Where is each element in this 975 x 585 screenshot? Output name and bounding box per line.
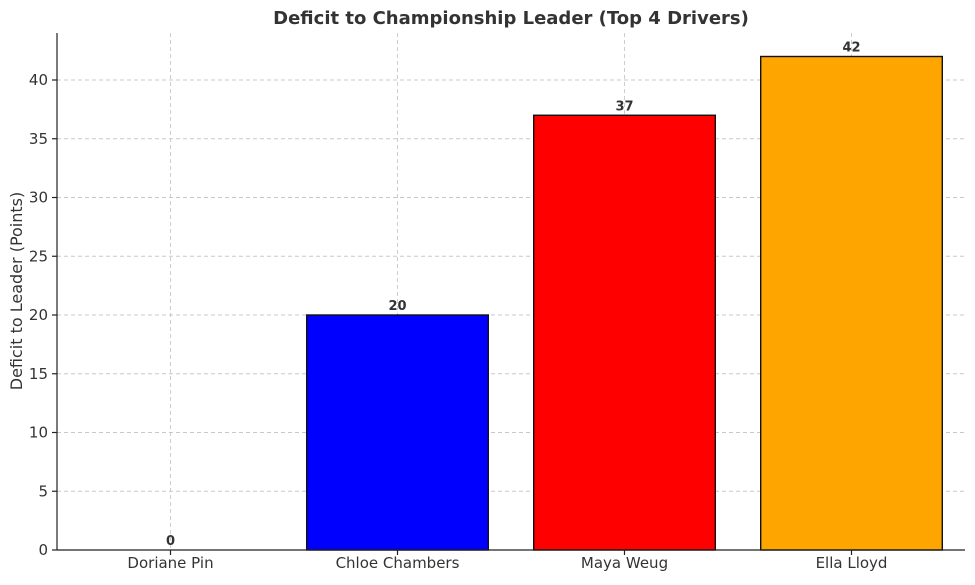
bars-layer xyxy=(306,55,944,551)
y-tick-label: 30 xyxy=(29,189,48,207)
y-tick-label: 15 xyxy=(29,365,48,383)
y-axis-label: Deficit to Leader (Points) xyxy=(7,192,26,390)
y-tick-label: 35 xyxy=(29,130,48,148)
y-tick-label: 40 xyxy=(29,71,48,89)
ticks-layer: 0 5 10 15 20 25 30 35 40 Doriane Pin Chloe Chamber… xyxy=(29,71,888,572)
data-label: 37 xyxy=(615,99,633,114)
x-tick-label: Ella Lloyd xyxy=(816,554,888,572)
y-tick-label: 0 xyxy=(38,541,48,559)
bar-maya-weug xyxy=(533,114,717,551)
data-label: 0 xyxy=(166,534,175,549)
x-tick-label: Maya Weug xyxy=(581,554,668,572)
bar-chloe-chambers xyxy=(306,314,490,551)
x-tick-label: Doriane Pin xyxy=(127,554,213,572)
bar-ella-lloyd xyxy=(760,55,944,551)
y-tick-label: 20 xyxy=(29,306,48,324)
y-tick-label: 5 xyxy=(38,482,48,500)
y-tick-label: 10 xyxy=(29,424,48,442)
x-tick-label: Chloe Chambers xyxy=(336,554,460,572)
labels-layer: 0 20 37 42 xyxy=(166,41,861,550)
axes-layer xyxy=(56,33,965,551)
data-label: 20 xyxy=(388,299,406,314)
data-label: 42 xyxy=(842,41,860,56)
chart-title: Deficit to Championship Leader (Top 4 Dr… xyxy=(273,8,749,29)
y-tick-label: 25 xyxy=(29,247,48,265)
